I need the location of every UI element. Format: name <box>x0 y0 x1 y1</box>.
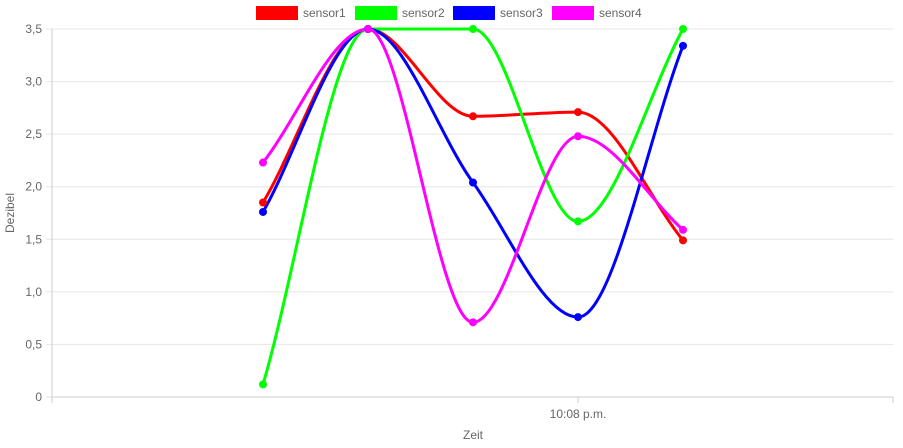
data-point-sensor4[interactable] <box>364 25 372 33</box>
y-tick-label: 1,0 <box>25 285 42 299</box>
x-axis-label: Zeit <box>463 428 484 442</box>
y-tick-label: 2,5 <box>25 127 42 141</box>
data-point-sensor4[interactable] <box>574 132 582 141</box>
y-tick-label: 1,5 <box>25 232 42 246</box>
x-axis <box>51 397 894 403</box>
y-tick-label: 3,0 <box>25 75 42 89</box>
data-point-sensor3[interactable] <box>679 41 687 50</box>
legend-item-sensor4[interactable]: sensor4 <box>552 6 642 20</box>
legend-label: sensor1 <box>303 6 346 20</box>
data-point-sensor1[interactable] <box>679 236 687 245</box>
x-tick-label: 10:08 p.m. <box>550 407 607 421</box>
legend-swatch <box>453 6 495 20</box>
legend-label: sensor2 <box>402 6 445 20</box>
data-point-sensor1[interactable] <box>259 198 267 207</box>
y-tick-label: 0 <box>35 390 42 404</box>
grid-lines <box>52 28 893 398</box>
series-points <box>259 25 687 389</box>
data-point-sensor2[interactable] <box>574 217 582 226</box>
legend-item-sensor1[interactable]: sensor1 <box>256 6 346 20</box>
data-point-sensor1[interactable] <box>469 112 477 121</box>
data-point-sensor3[interactable] <box>469 178 477 187</box>
series-line-sensor2 <box>261 27 685 385</box>
legend-label: sensor4 <box>599 6 642 20</box>
data-point-sensor4[interactable] <box>259 158 267 167</box>
data-point-sensor2[interactable] <box>259 380 267 389</box>
data-point-sensor2[interactable] <box>679 25 687 33</box>
legend-swatch <box>256 6 298 20</box>
legend-item-sensor3[interactable]: sensor3 <box>453 6 543 20</box>
legend-swatch <box>355 6 397 20</box>
data-point-sensor3[interactable] <box>259 207 267 216</box>
y-tick-label: 3,5 <box>25 22 42 36</box>
data-point-sensor1[interactable] <box>574 108 582 117</box>
y-axis-label: Dezibel <box>3 193 17 233</box>
legend-label: sensor3 <box>500 6 543 20</box>
data-point-sensor4[interactable] <box>679 225 687 234</box>
series-line-sensor4 <box>261 27 684 324</box>
legend: sensor1 sensor2 sensor3 sensor4 <box>256 6 642 20</box>
y-tick-label: 0,5 <box>25 337 42 351</box>
legend-item-sensor2[interactable]: sensor2 <box>355 6 445 20</box>
data-point-sensor4[interactable] <box>469 318 477 327</box>
series-lines <box>261 27 685 385</box>
y-axis: 0 0,5 1,0 1,5 2,0 2,5 3,0 3,5 <box>25 22 53 404</box>
legend-swatch <box>552 6 594 20</box>
data-point-sensor3[interactable] <box>574 313 582 322</box>
y-tick-label: 2,0 <box>25 180 42 194</box>
data-point-sensor2[interactable] <box>469 25 477 33</box>
